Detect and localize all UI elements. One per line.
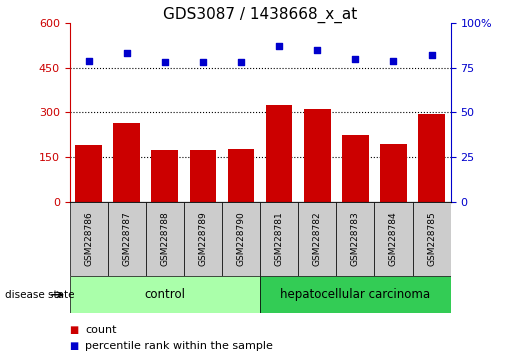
Text: percentile rank within the sample: percentile rank within the sample [85,341,273,351]
Bar [342,135,369,202]
Bar [108,202,146,276]
Bar [418,114,445,202]
Text: ■: ■ [70,341,79,351]
Title: GDS3087 / 1438668_x_at: GDS3087 / 1438668_x_at [163,7,357,23]
Bar [113,123,140,202]
Bar [222,202,260,276]
Bar [260,202,298,276]
Text: ■: ■ [70,325,79,335]
Point [313,47,321,53]
Text: GSM228787: GSM228787 [122,212,131,266]
Point [84,58,93,63]
Bar [146,202,184,276]
Point [237,59,245,65]
Point [389,58,398,63]
Text: GSM228789: GSM228789 [198,212,208,266]
Point [351,56,359,62]
Bar [304,109,331,202]
Text: count: count [85,325,116,335]
Text: GSM228785: GSM228785 [427,212,436,266]
Bar [374,202,413,276]
Point [275,44,283,49]
Bar [260,276,451,313]
Text: hepatocellular carcinoma: hepatocellular carcinoma [280,288,431,301]
Text: GSM228784: GSM228784 [389,212,398,266]
Bar [298,202,336,276]
Text: GSM228788: GSM228788 [160,212,169,266]
Bar [380,144,407,202]
Bar [413,202,451,276]
Text: disease state: disease state [5,290,75,300]
Bar [336,202,374,276]
Bar [151,150,178,202]
Bar [70,202,108,276]
Bar [70,276,260,313]
Bar [228,149,254,202]
Point [123,51,131,56]
Bar [184,202,222,276]
Text: control: control [144,288,185,301]
Bar [75,145,102,202]
Point [427,52,436,58]
Text: GSM228781: GSM228781 [274,212,284,266]
Text: GSM228786: GSM228786 [84,212,93,266]
Point [161,59,169,65]
Bar [190,150,216,202]
Point [199,59,207,65]
Text: GSM228783: GSM228783 [351,212,360,266]
Text: GSM228790: GSM228790 [236,212,246,266]
Bar [266,105,293,202]
Text: GSM228782: GSM228782 [313,212,322,266]
